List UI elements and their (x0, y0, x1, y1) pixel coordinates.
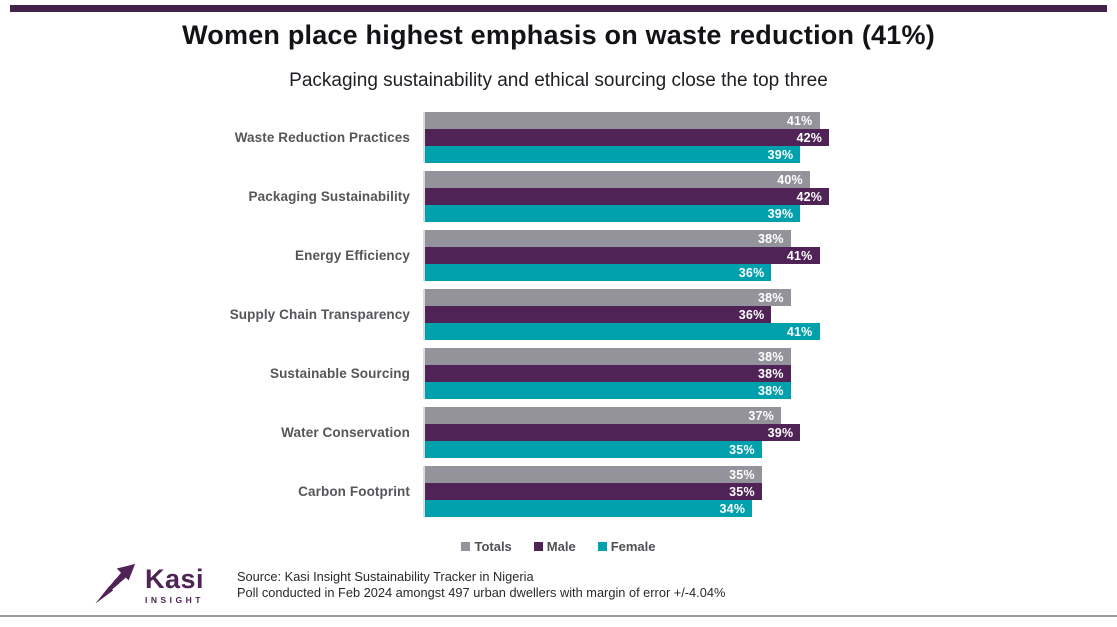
bar-male: 39% (425, 424, 801, 441)
bar-chart-rows: Waste Reduction Practices 41% 42% 39% Packag… (0, 112, 858, 517)
bar-value-label: 35% (729, 442, 755, 457)
chart-subtitle: Packaging sustainability and ethical sou… (289, 70, 828, 91)
bar-group: 37% 39% 35% (423, 407, 858, 458)
bar-totals: 38% (425, 289, 791, 306)
bar-male: 42% (425, 188, 830, 205)
bottom-divider (0, 615, 1117, 617)
kasi-logo-arrow-icon (95, 563, 136, 604)
bar-male: 41% (425, 247, 820, 264)
chart-row: Sustainable Sourcing 38% 38% 38% (0, 348, 858, 399)
bar-female: 41% (425, 323, 820, 340)
bar-male: 38% (425, 365, 791, 382)
legend-swatch (597, 542, 607, 551)
bar-female: 39% (425, 205, 801, 222)
category-label: Carbon Footprint (298, 484, 410, 499)
kasi-logo: Kasi INSIGHT (92, 562, 204, 608)
category-label: Sustainable Sourcing (269, 366, 410, 381)
bar-female: 36% (425, 264, 772, 281)
bar-value-label: 41% (786, 248, 813, 263)
chart-row: Waste Reduction Practices 41% 42% 39% (0, 112, 858, 163)
bar-group: 38% 41% 36% (423, 230, 858, 281)
bar-value-label: 41% (786, 324, 813, 339)
bar-group: 41% 42% 39% (423, 112, 858, 163)
chart-row: Packaging Sustainability 40% 42% 39% (0, 171, 858, 222)
legend-label: Totals (474, 539, 512, 554)
bar-female: 39% (425, 146, 801, 163)
bar-group: 38% 38% 38% (423, 348, 858, 399)
bar-value-label: 35% (729, 467, 755, 482)
bar-group: 38% 36% 41% (423, 289, 858, 340)
bar-totals: 41% (425, 112, 820, 129)
legend-item-male: Male (533, 539, 576, 554)
chart-row: Energy Efficiency 38% 41% 36% (0, 230, 858, 281)
bar-value-label: 37% (748, 408, 775, 423)
logo-tagline: INSIGHT (145, 594, 204, 605)
logo-wordmark: Kasi (145, 563, 205, 594)
bar-value-label: 40% (777, 172, 803, 187)
legend-label: Male (546, 539, 576, 554)
bar-group: 35% 35% 34% (423, 466, 858, 517)
bar-male: 36% (425, 306, 772, 323)
bar-totals: 38% (425, 348, 791, 365)
bar-group: 40% 42% 39% (423, 171, 858, 222)
bar-value-label: 36% (738, 307, 765, 322)
legend: Totals Male Female (0, 539, 1117, 554)
bar-value-label: 38% (758, 383, 784, 398)
legend-swatch (461, 542, 471, 551)
chart-row: Water Conservation 37% 39% 35% (0, 407, 858, 458)
bar-value-label: 42% (796, 189, 823, 204)
category-label: Packaging Sustainability (248, 189, 410, 204)
bar-female: 35% (425, 441, 762, 458)
bar-totals: 35% (425, 466, 762, 483)
legend-item-totals: Totals (461, 539, 512, 554)
category-label: Energy Efficiency (295, 248, 410, 263)
bar-value-label: 38% (758, 366, 784, 381)
chart-row: Supply Chain Transparency 38% 36% 41% (0, 289, 858, 340)
bar-value-label: 38% (758, 290, 784, 305)
bar-value-label: 39% (767, 206, 794, 221)
bar-female: 34% (425, 500, 753, 517)
bar-value-label: 38% (758, 231, 784, 246)
source-line-1: Source: Kasi Insight Sustainability Trac… (237, 569, 534, 584)
bar-value-label: 38% (758, 349, 784, 364)
bar-value-label: 39% (767, 147, 794, 162)
kasi-logo-text: Kasi INSIGHT (145, 563, 205, 605)
bar-male: 42% (425, 129, 830, 146)
source-note: Source: Kasi Insight Sustainability Trac… (237, 569, 725, 600)
bar-female: 38% (425, 382, 791, 399)
category-label: Waste Reduction Practices (234, 130, 410, 145)
bar-value-label: 36% (738, 265, 765, 280)
legend-swatch (533, 542, 543, 551)
source-line-2: Poll conducted in Feb 2024 amongst 497 u… (237, 584, 726, 600)
bar-totals: 37% (425, 407, 782, 424)
chart-title: Women place highest emphasis on waste re… (182, 20, 935, 50)
top-accent-bar (10, 5, 1107, 12)
legend-label: Female (610, 539, 656, 554)
chart-row: Carbon Footprint 35% 35% 34% (0, 466, 858, 517)
bar-totals: 40% (425, 171, 810, 188)
bar-value-label: 35% (729, 484, 755, 499)
bar-value-label: 42% (796, 130, 823, 145)
bar-male: 35% (425, 483, 762, 500)
category-label: Water Conservation (281, 425, 410, 440)
bar-totals: 38% (425, 230, 791, 247)
category-label: Supply Chain Transparency (229, 307, 410, 322)
bar-value-label: 41% (786, 113, 813, 128)
bar-value-label: 34% (719, 501, 746, 516)
bar-value-label: 39% (767, 425, 794, 440)
legend-item-female: Female (597, 539, 656, 554)
